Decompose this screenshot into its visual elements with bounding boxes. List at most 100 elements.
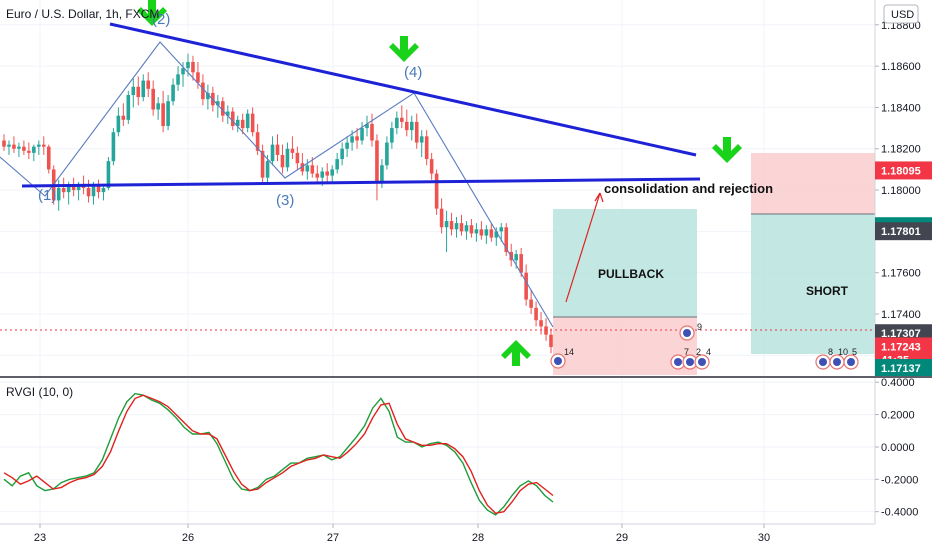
time-tick-label: 27 — [327, 532, 339, 544]
rvgi-grid — [0, 381, 875, 513]
candle-body — [285, 148, 290, 168]
arrow-up-icon — [501, 340, 531, 366]
candle-body — [529, 299, 533, 308]
indicator-title[interactable]: RVGI (10, 0) — [6, 385, 73, 399]
candle-body — [519, 254, 523, 273]
candle-body — [76, 183, 81, 191]
event-count: 10 — [838, 347, 848, 357]
event-flag[interactable]: 9 — [679, 322, 702, 341]
candle-body — [27, 150, 31, 153]
event-count: 4 — [706, 347, 711, 357]
upper-trendline[interactable] — [109, 22, 697, 157]
candle-body — [310, 165, 315, 174]
candle-body — [544, 326, 548, 335]
candle-body — [270, 144, 275, 162]
candle-body — [524, 272, 528, 300]
time-tick-label: 30 — [758, 532, 770, 544]
time-tick-label: 29 — [616, 532, 628, 544]
price-tick-label: 1.18400 — [881, 102, 921, 114]
candle-body — [91, 185, 96, 197]
wave-label-4: (4) — [404, 64, 422, 81]
candle-body — [419, 136, 424, 143]
price-tick-label: 1.18200 — [881, 144, 921, 156]
candle-body — [429, 159, 434, 174]
candle-body — [275, 144, 280, 155]
candle-body — [146, 80, 151, 89]
candle-body — [454, 223, 459, 230]
event-count: 2 — [696, 347, 701, 357]
lower-trendline[interactable] — [21, 177, 701, 188]
candle-body — [365, 123, 369, 129]
candle-body — [181, 68, 185, 75]
candle-body — [17, 146, 21, 149]
candle-body — [504, 227, 509, 253]
candle-body — [439, 208, 444, 228]
short-profit-zone[interactable] — [751, 214, 875, 354]
candle-body — [161, 103, 165, 127]
candle-body — [141, 80, 146, 98]
pullback-profit-zone[interactable] — [553, 209, 697, 317]
candle-body — [101, 188, 106, 193]
candle-body — [151, 88, 155, 110]
price-tag-stop — [875, 161, 932, 180]
candle-body — [245, 113, 250, 129]
economic-events: 14 9 7 2 4 8 10 5 — [550, 322, 859, 370]
currency-badge[interactable]: USD — [883, 4, 919, 24]
candle-body — [375, 140, 379, 182]
rvgi-tick-label: 0.4000 — [881, 377, 915, 389]
pullback-label: PULLBACK — [598, 267, 664, 281]
candle-body — [315, 173, 320, 178]
event-flag[interactable]: 14 — [550, 347, 574, 369]
time-axis[interactable]: 23 26 27 28 29 30 — [0, 523, 875, 544]
price-tick-label: 1.17400 — [881, 309, 921, 321]
candle-body — [201, 82, 205, 100]
candle-body — [186, 61, 190, 69]
event-count: 14 — [564, 347, 574, 357]
time-tick-labels: 23 26 27 28 29 30 — [34, 524, 770, 544]
event-flag-cluster[interactable]: 7 2 4 — [670, 347, 711, 370]
candle-body — [265, 161, 270, 178]
candle-body — [221, 101, 225, 116]
rvgi-tick-label: -0.4000 — [881, 507, 918, 519]
event-count: 8 — [828, 347, 833, 357]
price-tag-text: 1.17243 — [881, 341, 921, 353]
candle-body — [459, 223, 464, 232]
candle-body — [66, 185, 71, 193]
candle-body — [350, 136, 354, 143]
candle-body — [474, 229, 479, 234]
candle-body — [355, 136, 359, 141]
candle-body — [56, 188, 61, 201]
candle-body — [395, 117, 399, 129]
rvgi-pane: RVGI (10, 0) 0.4000 0.2000 0.0000 -0.2000 -0… — [0, 377, 932, 524]
symbol-title[interactable]: Euro / U.S. Dollar, 1h, FXCM — [6, 7, 159, 21]
time-tick-label: 23 — [34, 532, 46, 544]
candle-body — [444, 221, 449, 228]
event-flag-cluster[interactable]: 8 10 5 — [815, 347, 859, 370]
rvgi-tick-labels: 0.4000 0.2000 0.0000 -0.2000 -0.4000 — [875, 377, 918, 519]
candle-body — [250, 113, 255, 133]
candle-body — [255, 132, 260, 151]
arrow-down-icon — [389, 36, 419, 62]
price-tick-label: 1.17600 — [881, 268, 921, 280]
wave-label-3: (3) — [276, 192, 294, 209]
candle-body — [260, 150, 265, 178]
rvgi-tick-label: -0.2000 — [881, 474, 918, 486]
event-count: 9 — [697, 322, 702, 332]
wave-label-2: (2) — [152, 11, 170, 28]
price-axis[interactable]: 1.188001.186001.184001.182001.180001.178… — [874, 0, 932, 377]
candle-body — [404, 121, 409, 131]
candle-body — [335, 159, 339, 170]
candle-body — [206, 92, 210, 100]
candle-body — [534, 307, 538, 321]
candle-body — [380, 165, 384, 182]
candle-body — [325, 171, 330, 176]
price-tick-labels: 1.188001.186001.184001.182001.180001.178… — [875, 20, 921, 362]
candle-body — [414, 121, 419, 143]
candle-body — [370, 123, 374, 141]
short-loss-zone[interactable] — [751, 153, 875, 214]
candle-body — [22, 146, 26, 151]
candle-body — [305, 165, 310, 172]
candle-body — [549, 334, 553, 348]
rejection-arrow — [565, 192, 604, 303]
